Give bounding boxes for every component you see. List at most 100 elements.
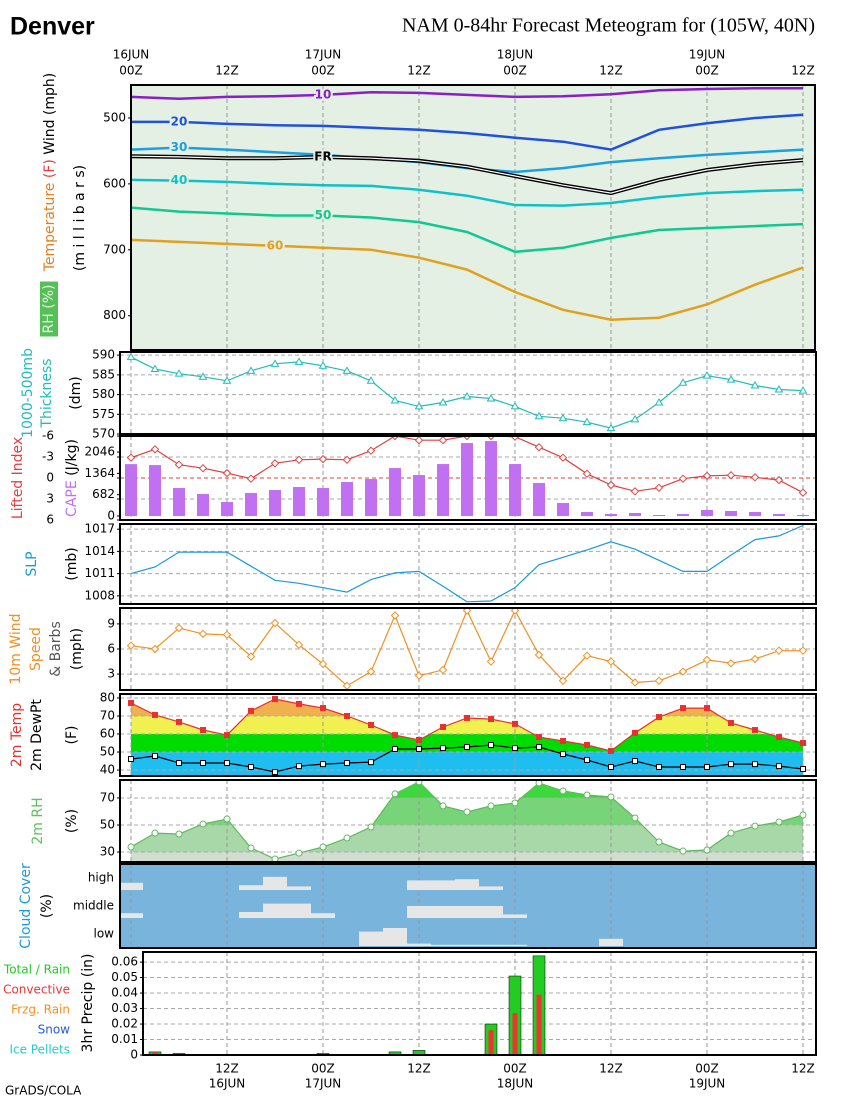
marker [392,732,398,739]
marker [680,705,686,712]
marker [152,711,158,718]
y-tick-label: 40 [100,763,115,777]
marker [223,815,231,823]
marker [558,453,568,462]
marker [534,442,544,452]
cloud-bar [311,913,335,918]
marker [174,369,184,377]
marker [656,763,662,770]
cloud-bar [431,880,455,890]
marker [462,608,472,615]
axis-label-part: 10m Wind [8,613,24,684]
y-tick-label: 1014 [84,544,115,558]
y-tick-label: 700 [103,242,126,256]
marker [582,417,592,426]
row-label: high [88,871,114,885]
bar [149,465,161,516]
marker [440,723,446,730]
area-band [131,770,803,776]
marker [462,392,472,400]
marker [416,745,422,752]
y-tick-label: 1017 [84,522,115,536]
marker [222,376,232,384]
x-tick-label: 00Z [503,1062,527,1076]
marker [126,453,136,462]
marker [366,376,376,384]
cloud-bar [263,903,287,918]
axis-label-part: 2m RH [30,797,46,844]
contour-label: 50 [315,208,332,222]
bar [485,441,497,516]
marker [512,745,518,752]
x-date-label: 16JUN [113,48,150,62]
marker [798,646,808,655]
bar [412,1050,426,1055]
x-tick-label: 12Z [407,1062,431,1076]
marker [318,361,328,369]
marker [678,667,688,676]
marker [752,761,758,768]
marker [654,397,664,406]
marker [486,394,496,402]
marker [583,791,591,799]
marker [631,814,639,822]
marker [584,742,590,749]
cloud-bar [455,879,479,890]
bar [389,468,401,516]
marker [606,423,616,432]
y-tick-label: 575 [92,407,115,421]
panel-frame [119,435,817,521]
credit: GrADS/COLA [5,1084,82,1098]
axis-label: Temperature (F) Wind (mph) [42,73,58,273]
axis-label-part: 2m DewPt [29,699,45,771]
marker [270,359,280,367]
axis-label: 2m DewPt [29,699,45,771]
bar [365,479,377,516]
marker [246,366,256,374]
marker [296,700,302,707]
axis-label: 2m Temp [9,703,25,767]
contour-label: 40 [171,173,188,187]
y-tick-label: 1008 [84,588,115,602]
bar [293,487,305,516]
marker [654,676,664,686]
axis-label: (mb) [64,547,80,580]
axis-label: Speed [28,627,44,671]
marker [320,705,326,712]
marker [582,651,592,660]
bar [581,512,593,516]
cloud-bar [239,912,263,918]
marker [774,384,784,393]
y2-tick-label: 0 [107,509,115,523]
y-tick-label: 0.03 [111,1001,138,1015]
axis-label-part: (m i l l i b a r s) [72,165,88,271]
cloud-bar [407,880,431,890]
bar [197,494,209,516]
y-tick-label: 1011 [84,566,115,580]
marker [560,738,566,745]
marker [702,655,712,665]
marker [200,760,206,767]
y-tick-label: 6 [46,513,54,527]
marker [414,436,424,445]
marker [463,808,471,816]
plot-area [120,608,816,690]
marker [486,657,496,666]
bar [605,514,617,516]
marker [534,411,544,420]
axis-label-part: CAPE [64,480,80,517]
subtitle: NAM 0-84hr Forecast Meteogram for (105W,… [402,15,815,37]
x-tick-label: 12Z [599,64,623,78]
contour-line [131,206,804,254]
marker [414,671,424,680]
x-tick-label: 12Z [215,1062,239,1076]
cloud-bar [599,938,623,946]
marker [126,352,136,361]
marker [558,413,568,422]
x-date-label: 18JUN [497,1077,534,1091]
bar [677,514,689,516]
bar [461,443,473,516]
marker [270,618,280,628]
marker [728,761,734,768]
